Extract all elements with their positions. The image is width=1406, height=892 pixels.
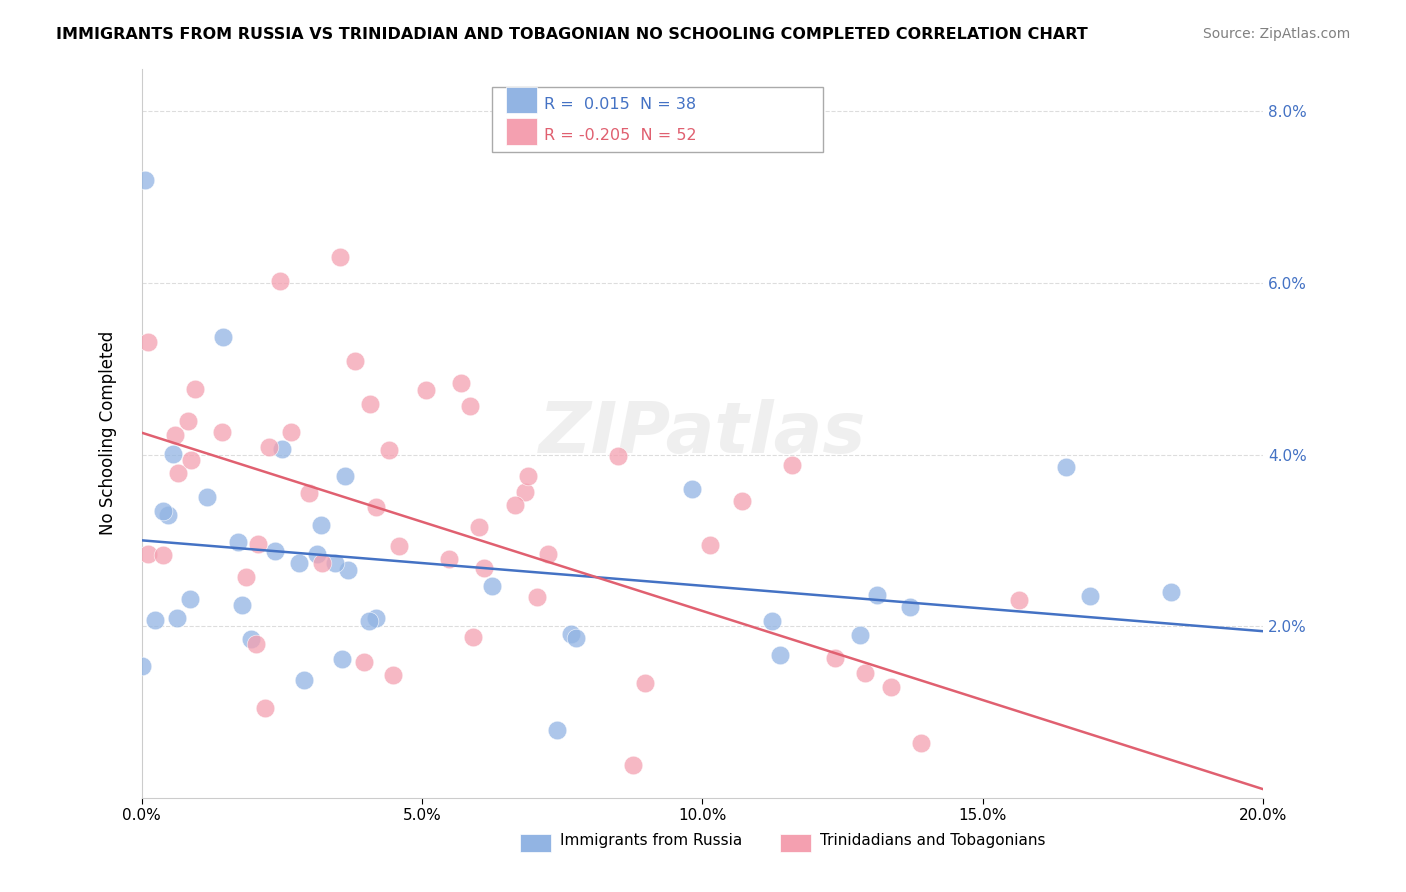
Point <box>211 425 233 440</box>
Point <box>353 655 375 669</box>
Point <box>472 561 495 575</box>
Point <box>246 537 269 551</box>
Point <box>269 274 291 288</box>
Text: Source: ZipAtlas.com: Source: ZipAtlas.com <box>1202 27 1350 41</box>
Point <box>546 723 568 737</box>
Point <box>807 809 830 823</box>
Point <box>880 680 903 694</box>
Point <box>1160 585 1182 599</box>
Point <box>280 425 302 440</box>
Point <box>699 538 721 552</box>
Text: Immigrants from Russia: Immigrants from Russia <box>560 833 742 847</box>
Point <box>565 631 588 645</box>
Point <box>910 736 932 750</box>
Point <box>134 173 156 187</box>
Point <box>1066 821 1088 835</box>
Point <box>240 632 263 646</box>
Point <box>1054 460 1077 475</box>
Point <box>156 508 179 523</box>
Point <box>231 599 253 613</box>
Point <box>212 330 235 344</box>
Point <box>143 613 166 627</box>
Point <box>849 628 872 642</box>
Point <box>245 637 267 651</box>
Text: Trinidadians and Tobagonians: Trinidadians and Tobagonians <box>820 833 1045 847</box>
Point <box>537 547 560 561</box>
Point <box>415 384 437 398</box>
Point <box>481 579 503 593</box>
Point <box>439 552 461 566</box>
Point <box>461 631 484 645</box>
Point <box>607 449 630 463</box>
Point <box>366 611 388 625</box>
Point <box>458 399 481 413</box>
Point <box>467 520 489 534</box>
Point <box>364 500 387 514</box>
Point <box>152 503 174 517</box>
Point <box>866 588 889 602</box>
Point <box>163 428 186 442</box>
Point <box>166 611 188 625</box>
Point <box>271 442 294 456</box>
Point <box>167 466 190 480</box>
Point <box>388 540 411 554</box>
Point <box>259 440 281 454</box>
Point <box>357 614 380 628</box>
Point <box>560 627 582 641</box>
Point <box>359 397 381 411</box>
Point <box>337 563 360 577</box>
Point <box>681 482 703 496</box>
Point <box>329 251 352 265</box>
Point <box>292 673 315 688</box>
Point <box>162 447 184 461</box>
Point <box>621 757 644 772</box>
Point <box>298 486 321 500</box>
Point <box>450 376 472 391</box>
Point <box>152 548 174 562</box>
Point <box>180 453 202 467</box>
Point <box>228 535 250 549</box>
Point <box>513 484 536 499</box>
Point <box>330 652 353 666</box>
Text: R = -0.205  N = 52: R = -0.205 N = 52 <box>544 128 697 144</box>
Point <box>136 335 159 350</box>
Text: ZIPatlas: ZIPatlas <box>538 399 866 467</box>
Point <box>323 557 346 571</box>
Point <box>131 659 153 673</box>
Text: R =  0.015  N = 38: R = 0.015 N = 38 <box>544 97 696 112</box>
Point <box>730 493 752 508</box>
Point <box>195 490 218 504</box>
Point <box>969 818 991 832</box>
Y-axis label: No Schooling Completed: No Schooling Completed <box>100 331 117 535</box>
Point <box>381 668 404 682</box>
Point <box>179 591 201 606</box>
Point <box>634 675 657 690</box>
Point <box>378 443 401 458</box>
Point <box>1078 589 1101 603</box>
Point <box>343 354 366 368</box>
Point <box>855 666 877 681</box>
Point <box>1008 592 1031 607</box>
Point <box>235 570 257 584</box>
Point <box>309 518 332 533</box>
Point <box>503 499 526 513</box>
Point <box>761 614 783 628</box>
Point <box>263 544 285 558</box>
Point <box>136 548 159 562</box>
Point <box>288 556 311 570</box>
Point <box>769 648 792 663</box>
Point <box>307 547 329 561</box>
Point <box>526 591 548 605</box>
Text: IMMIGRANTS FROM RUSSIA VS TRINIDADIAN AND TOBAGONIAN NO SCHOOLING COMPLETED CORR: IMMIGRANTS FROM RUSSIA VS TRINIDADIAN AN… <box>56 27 1088 42</box>
Point <box>898 600 921 615</box>
Point <box>253 700 276 714</box>
Point <box>517 469 540 483</box>
Point <box>311 557 333 571</box>
Point <box>184 382 207 396</box>
Point <box>176 414 198 428</box>
Point <box>333 468 356 483</box>
Point <box>824 651 846 665</box>
Point <box>780 458 803 472</box>
